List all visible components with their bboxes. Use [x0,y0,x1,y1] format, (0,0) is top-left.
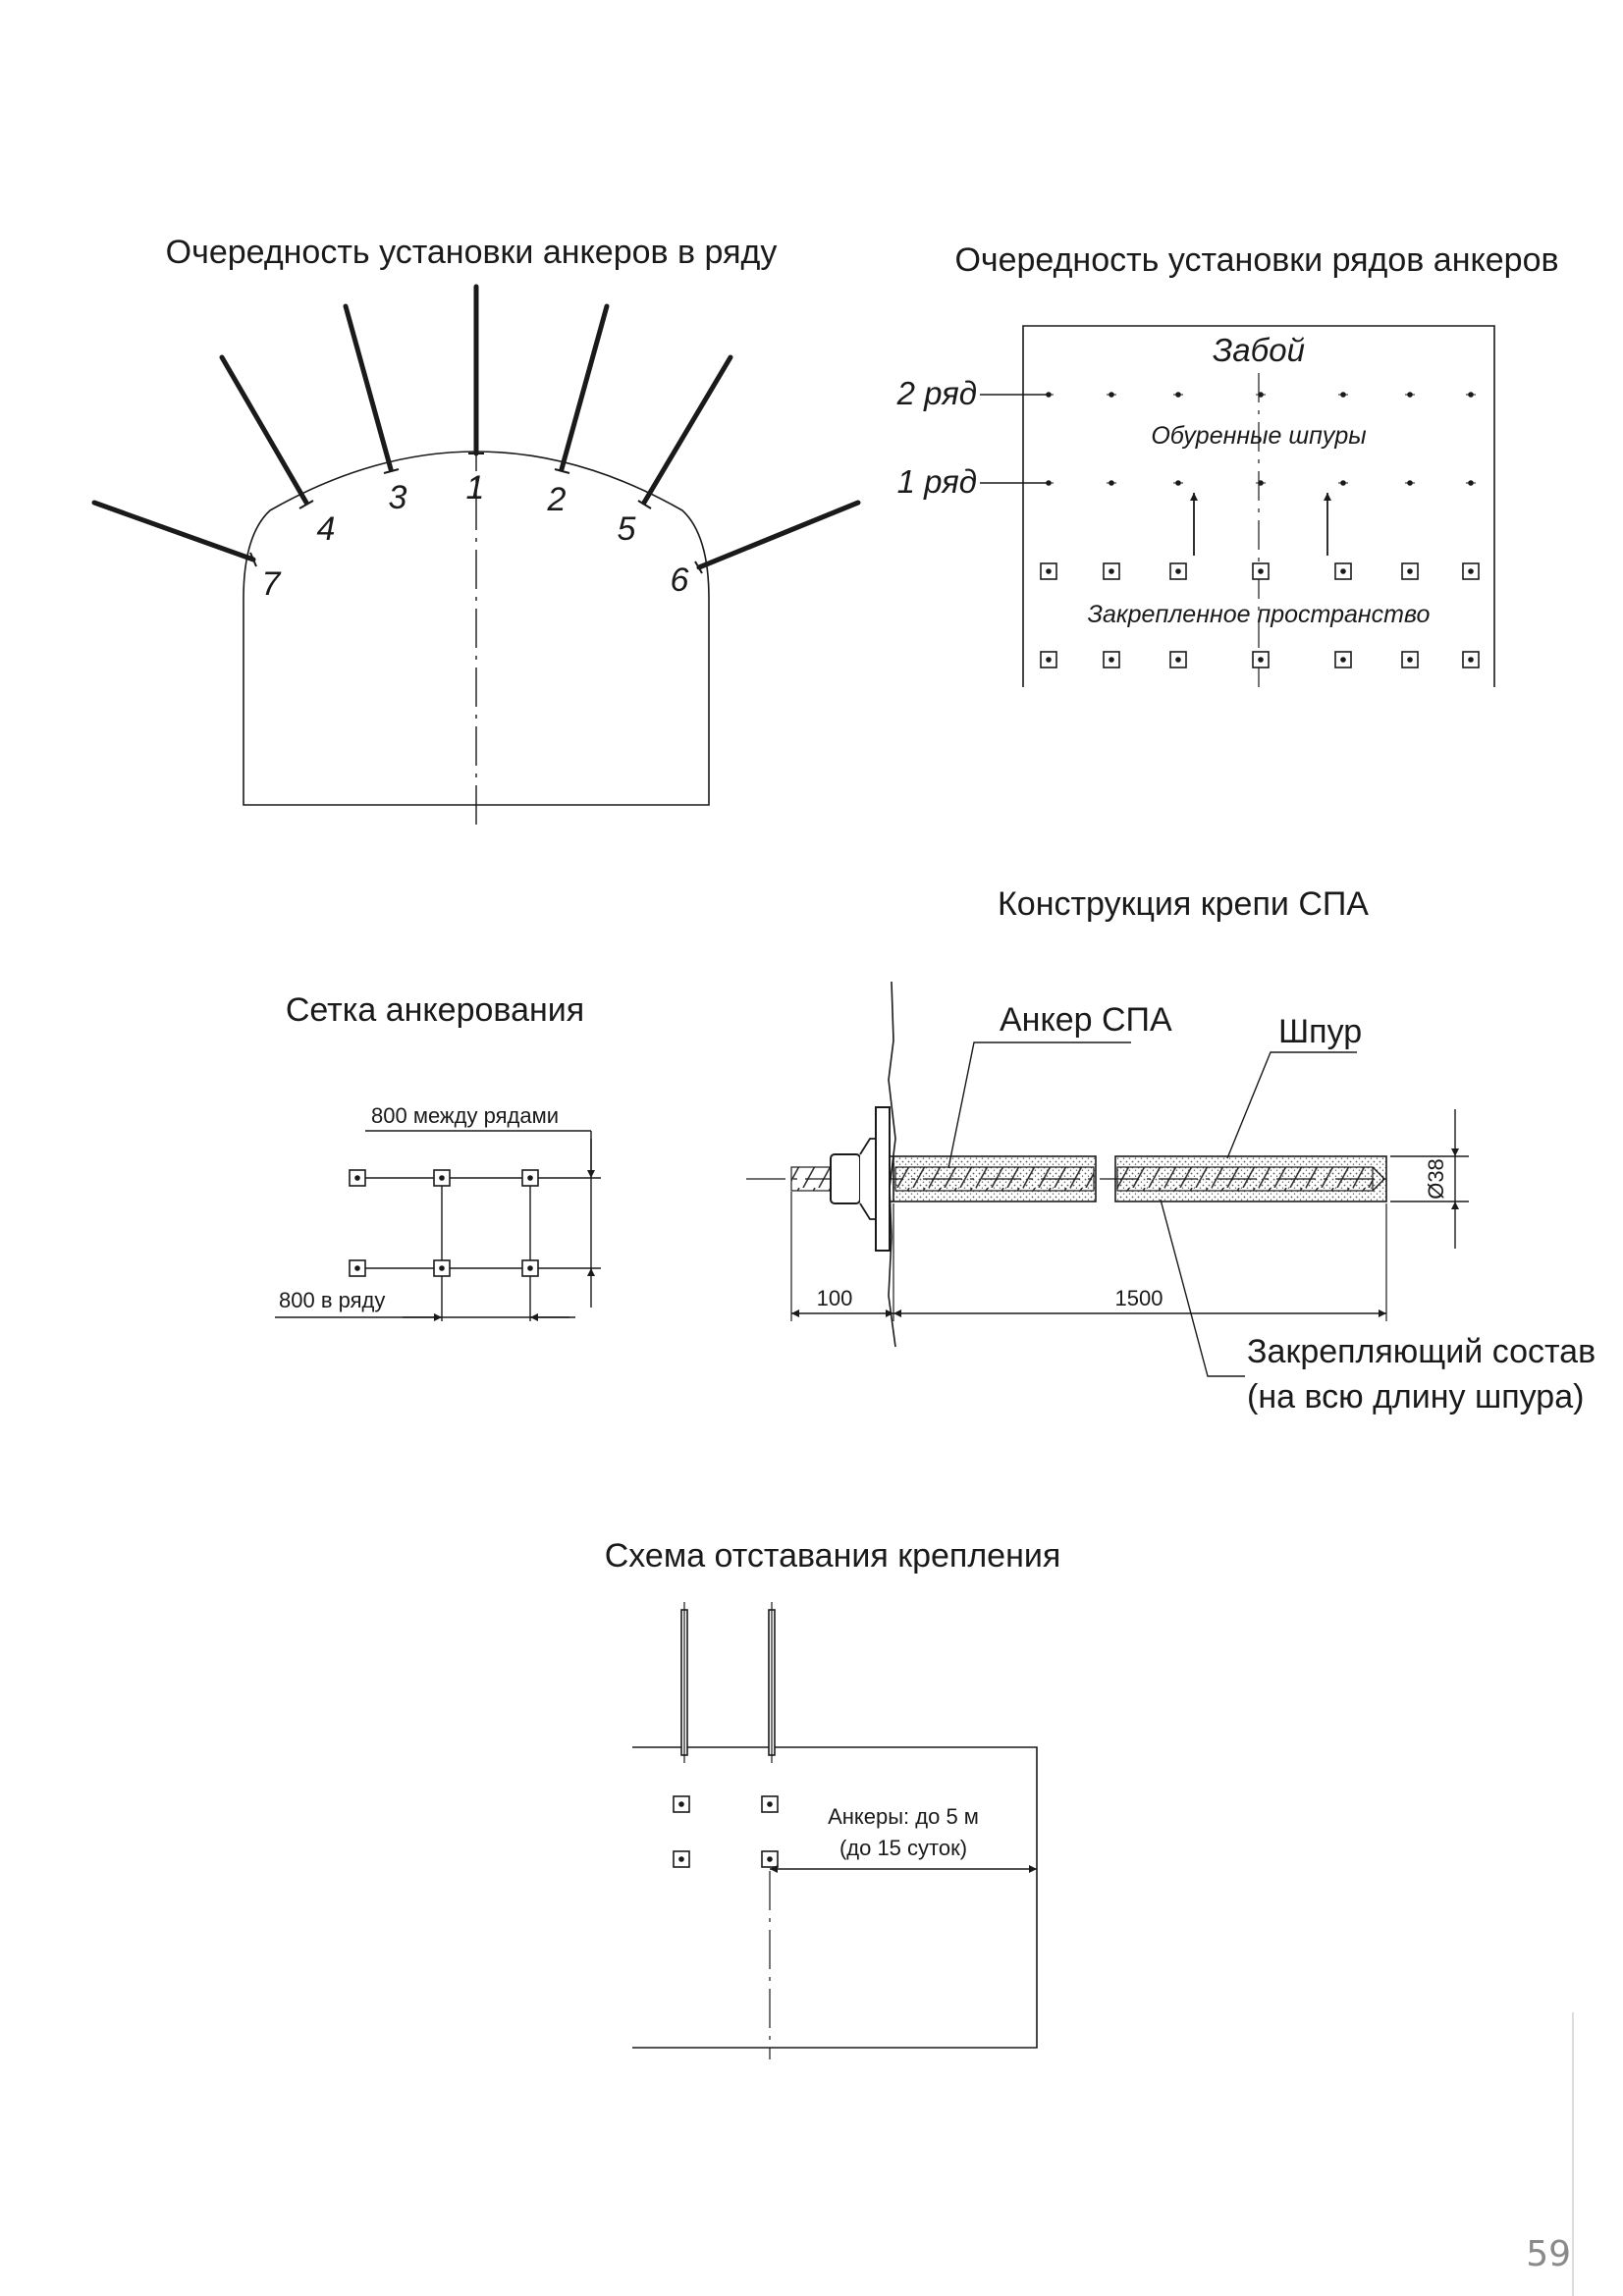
fig1-anchor-order-in-row: Очередность установки анкеров в ряду 1 2… [91,234,861,832]
anchor-rod-7 [91,500,256,562]
compound-label-line2: (на всю длину шпура) [1247,1378,1584,1415]
face-outline [1022,325,1495,687]
anchor-number-3: 3 [389,479,407,516]
drilled-holes-row-2 [1043,391,1477,399]
secured-anchors-row-b [1040,651,1480,668]
rock-surface [888,981,896,1348]
row1-label: 1 ряд [897,463,977,500]
fig2-row-order: Очередность установки рядов анкеров Забо… [896,241,1559,687]
anchor-number-7: 7 [262,565,282,603]
anchor-number-5: 5 [618,510,636,548]
fig5-title: Схема отставания крепления [605,1537,1061,1575]
dim-length: 1500 [1115,1286,1163,1310]
anchor-rod-3 [343,303,394,472]
anchor-rod-5 [641,354,733,506]
hole-label: Шпур [1278,1013,1362,1050]
anchor-number-4: 4 [317,510,336,548]
anchor-number-6: 6 [671,561,689,599]
compound-label-line1: Закрепляющий состав [1247,1333,1596,1370]
fig2-title: Очередность установки рядов анкеров [954,241,1558,279]
fig3-anchoring-grid: Сетка анкерования 800 между рядами 800 в… [275,991,601,1321]
lag-label-line2: (до 15 суток) [839,1836,967,1860]
dim-protrusion: 100 [817,1286,853,1310]
fig4-title: Конструкция крепи СПА [998,885,1369,923]
anchor-rod-4 [219,354,309,506]
anchor-number-2: 2 [547,481,567,518]
anchor-nut [830,1153,861,1204]
fig5-support-lag-scheme: Схема отставания крепления Анкеры: до 5 … [605,1537,1061,2059]
face-label: Забой [1213,332,1305,368]
row2-label: 2 ряд [896,375,977,411]
anchor-rod-2 [559,303,610,472]
fig3-title: Сетка анкерования [286,991,584,1029]
anchor-spa-label: Анкер СПА [1000,1001,1172,1039]
page-number: 59 [1526,2234,1571,2274]
in-row-label: 800 в ряду [279,1288,385,1312]
fig1-title: Очередность установки анкеров в ряду [166,234,778,271]
drilled-holes-row-1 [1043,479,1477,487]
fig4-spa-construction: Конструкция крепи СПА Анкер СПА Шпур Ø38… [746,885,1596,1415]
working-outline [632,1746,1038,2049]
anchor-plate [875,1106,891,1252]
lag-label-line1: Анкеры: до 5 м [828,1804,979,1829]
between-rows-label: 800 между рядами [371,1103,559,1128]
drilled-holes-label: Обуренные шпуры [1151,422,1366,450]
anchor-rod-6 [696,500,861,570]
anchor-number-1: 1 [466,469,485,507]
secured-anchors-row-a [1040,562,1480,580]
diameter-label: Ø38 [1424,1158,1448,1200]
secured-space-label: Закрепленное пространство [1088,601,1431,628]
